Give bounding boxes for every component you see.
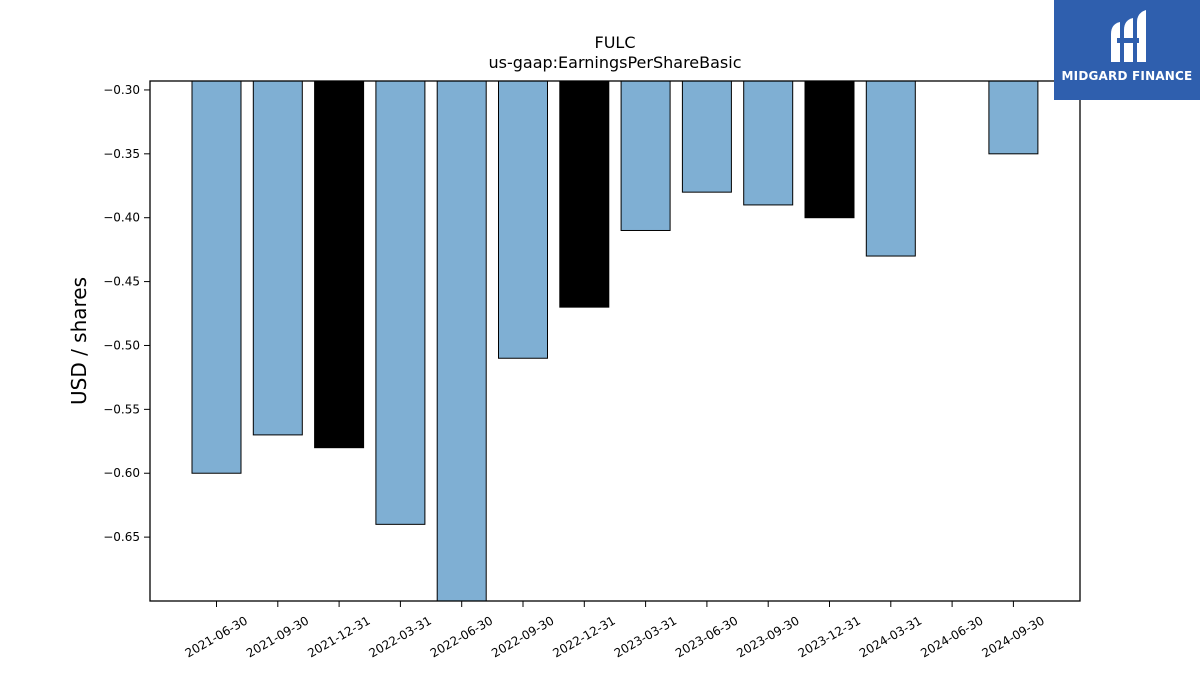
y-axis: −0.30 −0.35 −0.40 −0.45 −0.50 −0.55 −0.60 −0.65 <box>103 83 150 544</box>
bar-2021-12-31 <box>314 80 365 449</box>
x-tick-label: 2023-09-30 <box>734 613 801 660</box>
bar-2023-09-30 <box>743 80 794 206</box>
x-tick-label: 2022-03-31 <box>366 613 433 660</box>
y-axis-label: USD / shares <box>67 277 91 405</box>
bars-group <box>191 80 1039 602</box>
x-tick-label: 2023-12-31 <box>796 613 863 660</box>
brand-logo: MIDGARD FINANCE <box>1054 0 1200 100</box>
y-tick-label: −0.50 <box>103 338 140 352</box>
x-tick-label: 2022-06-30 <box>428 613 495 660</box>
brand-name: MIDGARD FINANCE <box>1061 69 1193 83</box>
x-tick-label: 2024-09-30 <box>979 613 1046 660</box>
bar-2024-03-31 <box>865 80 916 257</box>
bar-2023-06-30 <box>681 80 732 193</box>
bar-2021-06-30 <box>191 80 242 474</box>
bar-2021-09-30 <box>252 80 303 436</box>
x-axis: 2021-06-302021-09-302021-12-312022-03-31… <box>183 601 1047 660</box>
bar-2022-09-30 <box>498 80 548 359</box>
y-tick-label: −0.40 <box>103 211 140 225</box>
brand-mark-icon <box>1111 10 1146 62</box>
bar-2023-03-31 <box>620 80 671 231</box>
x-tick-label: 2023-03-31 <box>612 613 679 660</box>
x-tick-label: 2021-12-31 <box>305 613 372 660</box>
bar-2022-06-30 <box>436 80 487 602</box>
x-tick-label: 2023-06-30 <box>673 613 740 660</box>
y-tick-label: −0.55 <box>103 402 140 416</box>
y-tick-label: −0.35 <box>103 147 140 161</box>
bar-2022-12-31 <box>559 80 610 308</box>
y-tick-label: −0.30 <box>103 83 140 97</box>
y-tick-label: −0.65 <box>103 530 140 544</box>
chart-title: FULC <box>595 33 636 52</box>
x-tick-label: 2021-06-30 <box>183 613 250 660</box>
plot-frame <box>149 80 1081 602</box>
x-tick-label: 2024-03-31 <box>857 613 924 660</box>
x-tick-label: 2022-12-31 <box>550 613 617 660</box>
bar-2024-09-30 <box>988 80 1039 155</box>
x-tick-label: 2024-06-30 <box>918 613 985 660</box>
x-tick-label: 2022-09-30 <box>489 613 556 660</box>
y-tick-label: −0.45 <box>103 275 140 289</box>
bar-2023-12-31 <box>804 80 855 219</box>
y-tick-label: −0.60 <box>103 466 140 480</box>
chart-subtitle: us-gaap:EarningsPerShareBasic <box>488 53 741 72</box>
x-tick-label: 2021-09-30 <box>244 613 311 660</box>
bar-2022-03-31 <box>375 80 426 525</box>
